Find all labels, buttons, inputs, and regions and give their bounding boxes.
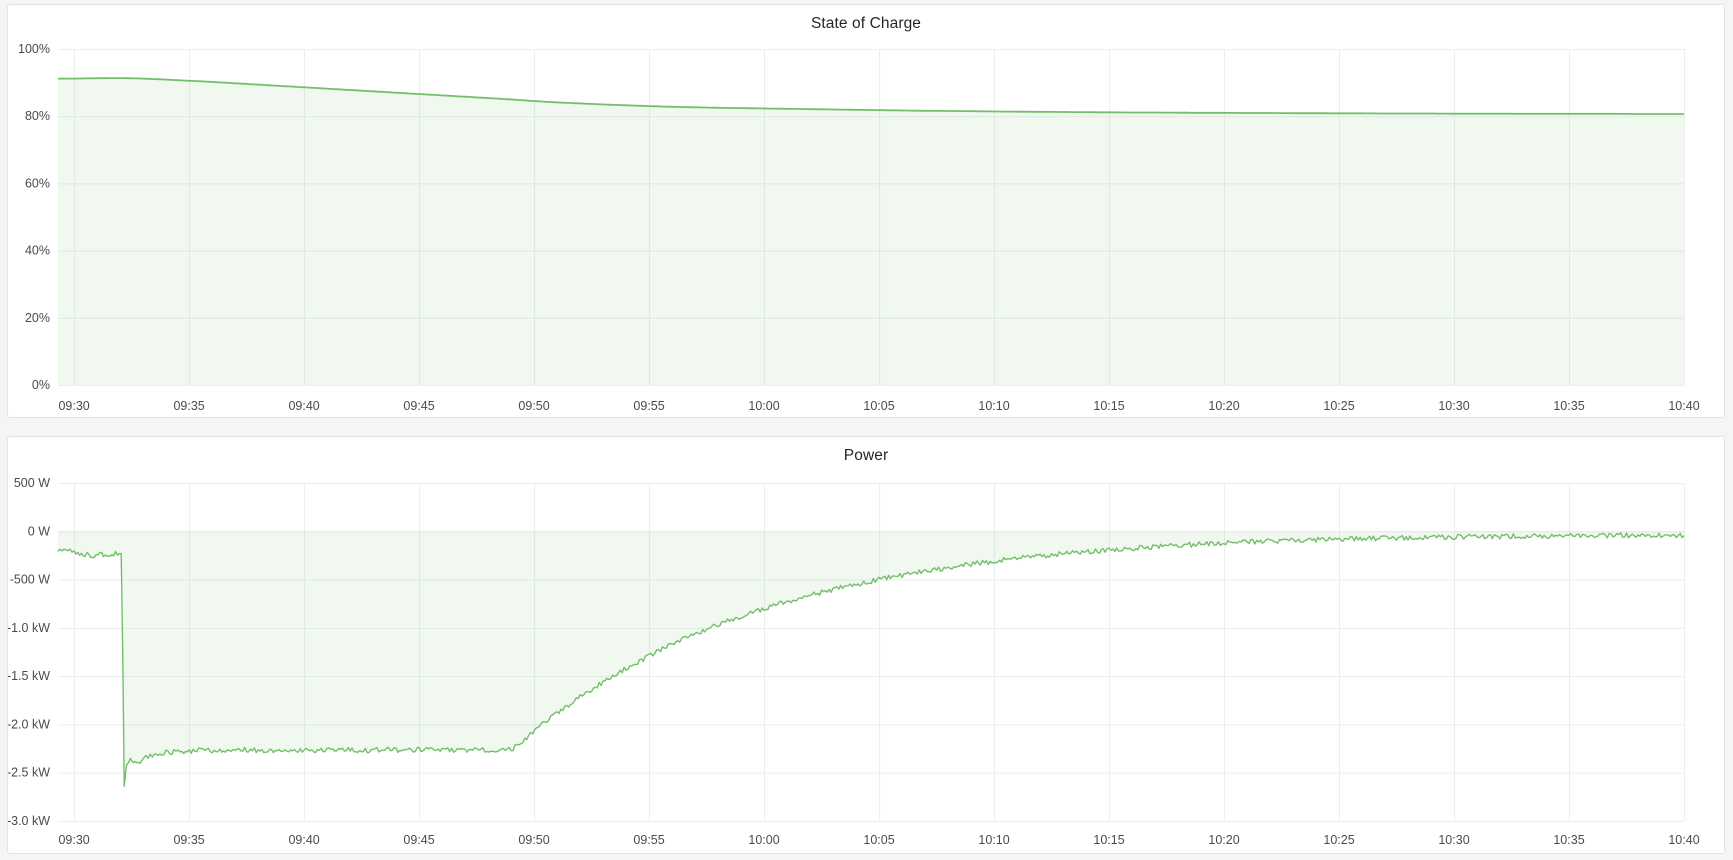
series-line <box>57 532 1685 787</box>
svg-text:10:40: 10:40 <box>1668 833 1699 847</box>
svg-text:-500 W: -500 W <box>10 573 50 587</box>
svg-text:10:00: 10:00 <box>748 399 779 413</box>
series-line <box>58 77 1684 115</box>
svg-text:10:30: 10:30 <box>1438 833 1469 847</box>
svg-text:0%: 0% <box>32 378 50 392</box>
svg-text:0 W: 0 W <box>28 524 50 538</box>
svg-text:09:40: 09:40 <box>288 833 319 847</box>
panel-power: Power 500 W 0 W -500 W -1.0 kW -1.5 kW -2.0 k… <box>7 436 1725 854</box>
svg-text:10:25: 10:25 <box>1323 833 1354 847</box>
series-fill <box>58 78 1684 385</box>
svg-text:-1.0 kW: -1.0 kW <box>8 621 50 635</box>
svg-text:09:35: 09:35 <box>173 399 204 413</box>
svg-text:10:40: 10:40 <box>1668 399 1699 413</box>
svg-text:09:35: 09:35 <box>173 833 204 847</box>
svg-text:10:30: 10:30 <box>1438 399 1469 413</box>
svg-text:10:10: 10:10 <box>978 399 1009 413</box>
svg-text:10:05: 10:05 <box>863 399 894 413</box>
svg-text:-2.5 kW: -2.5 kW <box>8 766 50 780</box>
svg-text:09:55: 09:55 <box>633 833 664 847</box>
svg-text:500 W: 500 W <box>14 476 50 490</box>
grid <box>58 483 1685 822</box>
svg-text:09:50: 09:50 <box>518 399 549 413</box>
x-axis-labels: 09:30 09:35 09:40 09:45 09:50 09:55 10:00 10:05… <box>58 833 1699 847</box>
svg-text:09:30: 09:30 <box>58 833 89 847</box>
svg-text:09:40: 09:40 <box>288 399 319 413</box>
power-chart-canvas[interactable]: 500 W 0 W -500 W -1.0 kW -1.5 kW -2.0 kW -2.5 … <box>8 437 1724 853</box>
svg-text:100%: 100% <box>18 42 50 56</box>
svg-text:-3.0 kW: -3.0 kW <box>8 814 50 828</box>
svg-text:09:45: 09:45 <box>403 399 434 413</box>
svg-text:10:05: 10:05 <box>863 833 894 847</box>
svg-text:09:50: 09:50 <box>518 833 549 847</box>
svg-text:20%: 20% <box>25 311 50 325</box>
svg-text:10:35: 10:35 <box>1553 399 1584 413</box>
svg-text:10:15: 10:15 <box>1093 399 1124 413</box>
svg-text:10:10: 10:10 <box>978 833 1009 847</box>
svg-text:40%: 40% <box>25 244 50 258</box>
series-fill <box>58 531 1684 787</box>
svg-text:-2.0 kW: -2.0 kW <box>8 717 50 731</box>
svg-text:10:20: 10:20 <box>1208 833 1239 847</box>
soc-chart-canvas[interactable]: 100% 80% 60% 40% 20% 0% 09:30 09:35 09:40 09:45 09… <box>8 5 1724 417</box>
x-axis-labels: 09:30 09:35 09:40 09:45 09:50 09:55 10:00 10:05… <box>58 399 1699 413</box>
svg-text:60%: 60% <box>25 176 50 190</box>
svg-text:09:55: 09:55 <box>633 399 664 413</box>
grid <box>58 49 1685 386</box>
y-axis-labels: 100% 80% 60% 40% 20% 0% <box>18 42 50 392</box>
panel-title-state-of-charge[interactable]: State of Charge <box>810 15 922 32</box>
svg-text:10:00: 10:00 <box>748 833 779 847</box>
svg-text:-1.5 kW: -1.5 kW <box>8 669 50 683</box>
svg-text:09:45: 09:45 <box>403 833 434 847</box>
svg-text:10:25: 10:25 <box>1323 399 1354 413</box>
y-axis-labels: 500 W 0 W -500 W -1.0 kW -1.5 kW -2.0 kW -2.5 … <box>8 476 50 828</box>
svg-text:80%: 80% <box>25 109 50 123</box>
svg-text:10:20: 10:20 <box>1208 399 1239 413</box>
svg-text:09:30: 09:30 <box>58 399 89 413</box>
panel-state-of-charge: State of Charge 100% 80% 60% 40% 20% 0% 09:30 0… <box>7 4 1725 418</box>
svg-text:10:15: 10:15 <box>1093 833 1124 847</box>
svg-text:10:35: 10:35 <box>1553 833 1584 847</box>
panel-title-power[interactable]: Power <box>843 447 889 464</box>
